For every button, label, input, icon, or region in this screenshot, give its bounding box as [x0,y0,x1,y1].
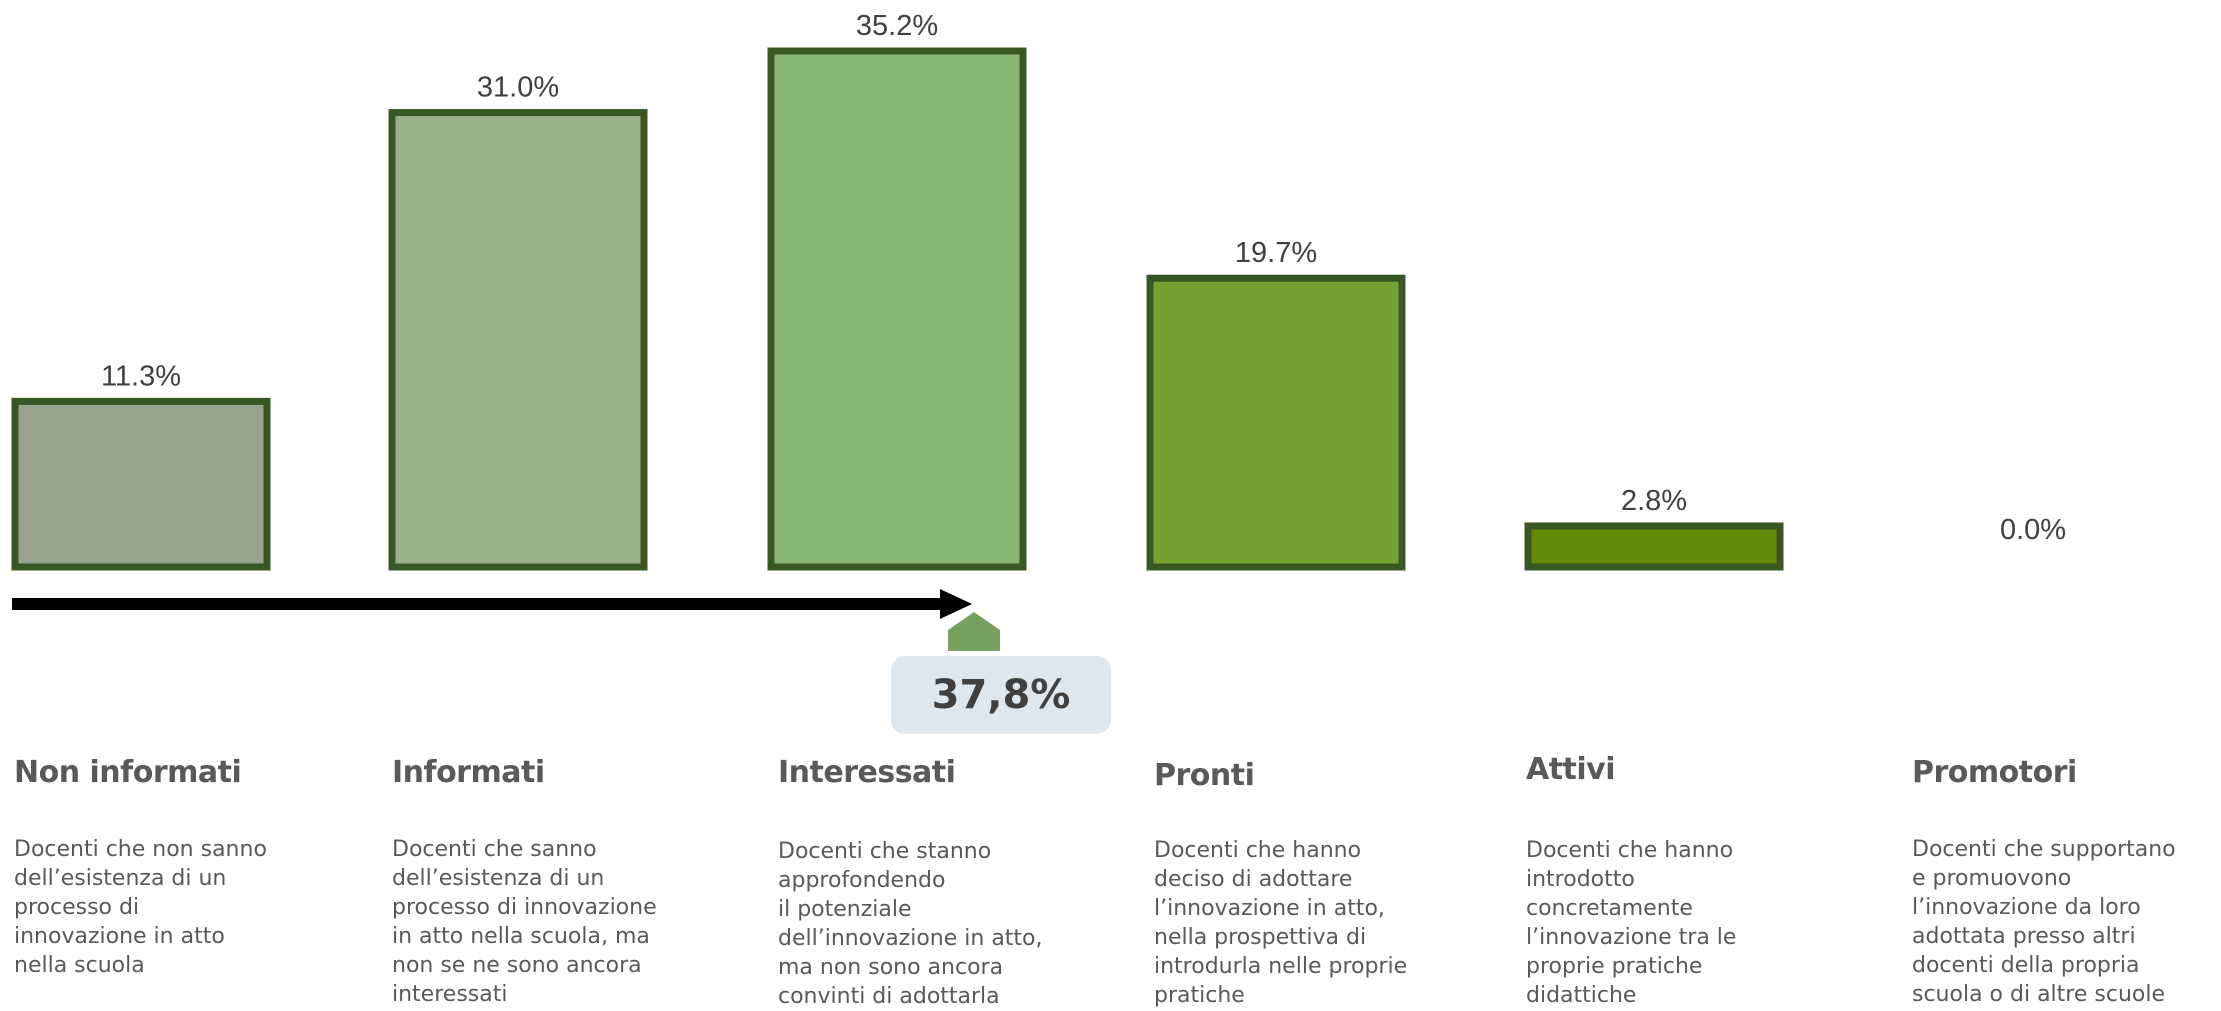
value-label-promotori: 0.0% [2000,514,2066,546]
category-pronti: Pronti Docenti che hanno deciso di adott… [1154,758,1454,1008]
category-title: Promotori [1912,755,2077,790]
category-title: Interessati [778,755,956,790]
category-description: Docenti che sanno dell’esistenza di un p… [392,837,657,1007]
category-description: Docenti che hanno introdotto concretamen… [1526,838,1737,1008]
category-description: Docenti che supportano e promuovono l’in… [1912,837,2176,1007]
category-description: Docenti che hanno deciso di adottare l’i… [1154,838,1408,1008]
category-title: Attivi [1526,752,1616,787]
value-labels-group: 11.3% 31.0% 35.2% 19.7% 2.8% 0.0% [101,10,2066,546]
value-label-pronti: 19.7% [1235,237,1317,269]
value-label-informati: 31.0% [477,72,559,104]
value-label-attivi: 2.8% [1621,485,1687,517]
category-title: Informati [392,755,545,790]
bar-pronti [1146,274,1406,571]
value-label-interessati: 35.2% [856,10,938,42]
bars-group [11,47,1784,571]
category-promotori: Promotori Docenti che supportano e promu… [1912,755,2212,1007]
category-informati: Informati Docenti che sanno dell’esisten… [392,755,692,1007]
callout-pointer [948,612,1000,651]
category-interessati: Interessati Docenti che stanno approfond… [778,755,1078,1009]
arrow-head [940,589,972,619]
bar-non-informati [11,397,271,571]
bar-attivi [1524,522,1784,571]
callout-value: 37,8% [931,672,1071,718]
category-description: Docenti che stanno approfondendo il pote… [778,839,1043,1009]
category-non-informati: Non informati Docenti che non sanno dell… [14,755,314,978]
progress-arrow [12,589,972,619]
category-attivi: Attivi Docenti che hanno introdotto conc… [1526,752,1826,1008]
bar-interessati [767,47,1027,571]
category-description: Docenti che non sanno dell’esistenza di … [14,837,267,978]
percentage-callout: 37,8% [891,656,1111,734]
bar-informati [388,109,648,571]
value-label-non-informati: 11.3% [101,360,181,392]
category-title: Non informati [14,755,242,790]
category-title: Pronti [1154,758,1255,793]
